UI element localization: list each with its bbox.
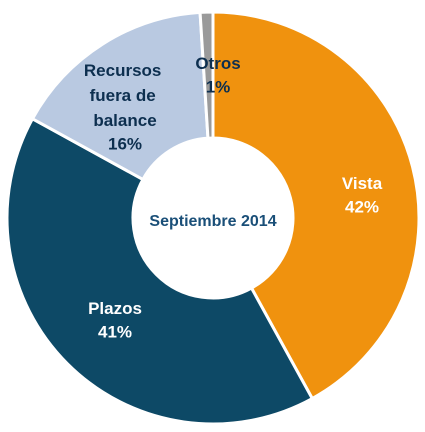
slice-label: Vista	[342, 174, 383, 193]
slices	[5, 10, 421, 426]
value-label: 1%	[206, 77, 231, 96]
slice	[5, 116, 315, 426]
slice	[198, 10, 215, 140]
value-label: 41%	[98, 322, 132, 341]
slice-label: Plazos	[88, 299, 142, 318]
slice-label: Recursos fuera de balance	[84, 61, 166, 130]
center-label: Septiembre 2014	[149, 213, 276, 230]
donut-hole	[134, 139, 292, 297]
value-label: 42%	[345, 197, 379, 216]
value-label: 16%	[108, 134, 142, 153]
slice-label: Otros	[195, 54, 240, 73]
slice	[30, 10, 210, 182]
slice	[211, 10, 421, 401]
